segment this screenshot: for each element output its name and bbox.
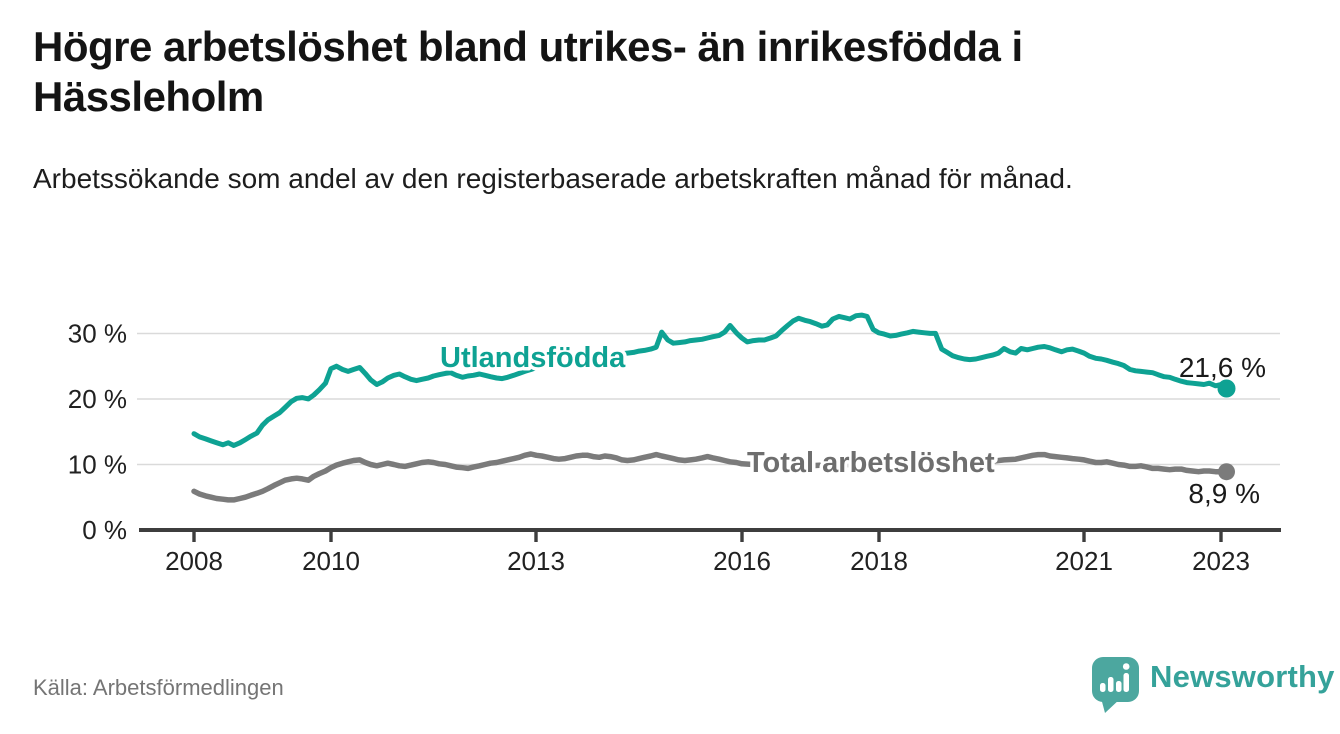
newsworthy-logo-icon <box>1092 657 1139 713</box>
x-tick-label-2021: 2021 <box>1055 546 1113 576</box>
series-line-total <box>191 451 1230 503</box>
newsworthy-logo: Newsworthy <box>1091 656 1335 714</box>
y-tick-label-10: 10 % <box>68 450 127 480</box>
source-note: Källa: Arbetsförmedlingen <box>33 675 284 700</box>
x-tick-label-2010: 2010 <box>302 546 360 576</box>
x-tick-label-2016: 2016 <box>713 546 771 576</box>
series-line-utlandsfodda <box>191 312 1229 448</box>
page-title: Högre arbetslöshet bland utrikes- än inr… <box>33 23 1023 121</box>
newsworthy-wordmark: Newsworthy <box>1150 659 1335 694</box>
series-lines <box>191 312 1230 503</box>
y-tick-label-20: 20 % <box>68 384 127 414</box>
series-label-utlandsfodda: Utlandsfödda <box>440 342 626 374</box>
y-tick-label-0: 0 % <box>82 515 127 545</box>
utlandsfodda-end-dot <box>1217 379 1236 398</box>
page-subtitle: Arbetssökande som andel av den registerb… <box>33 163 1073 194</box>
y-tick-label-30: 30 % <box>68 319 127 349</box>
x-tick-label-2023: 2023 <box>1192 546 1250 576</box>
series-label-total-arbetsloshet: Total arbetslöshet <box>747 447 995 479</box>
x-tick-label-2013: 2013 <box>507 546 565 576</box>
total-value-label: 8,9 % <box>1188 478 1260 509</box>
x-axis-ticks <box>192 530 1223 542</box>
x-tick-label-2008: 2008 <box>165 546 223 576</box>
x-tick-label-2018: 2018 <box>850 546 908 576</box>
total-end-dot <box>1218 463 1235 481</box>
gridlines <box>137 332 1280 466</box>
utlandsfodda-value-label: 21,6 % <box>1179 352 1266 383</box>
